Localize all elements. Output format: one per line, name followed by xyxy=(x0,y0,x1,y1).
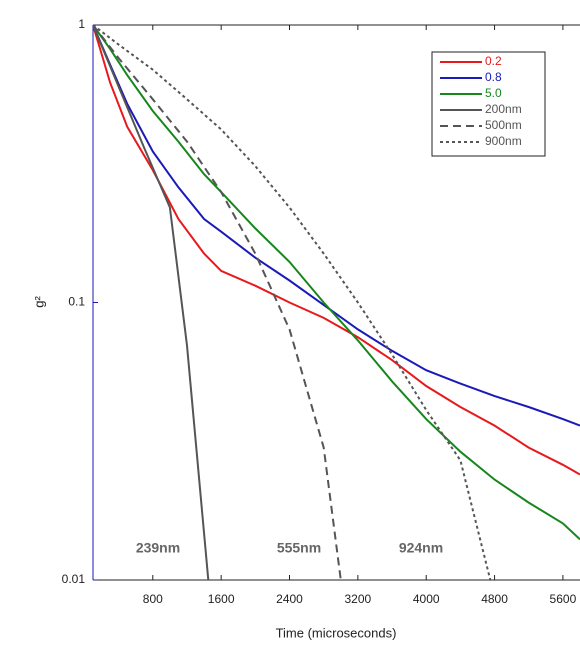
legend-label: 200nm xyxy=(485,102,522,116)
annotation: 555nm xyxy=(277,540,321,556)
legend-label: 0.2 xyxy=(485,54,502,68)
legend-box xyxy=(431,51,546,157)
series-line xyxy=(93,25,492,580)
x-tick-label: 800 xyxy=(143,592,163,606)
legend-label: 5.0 xyxy=(485,86,502,100)
series-line xyxy=(93,25,210,580)
series-line xyxy=(93,25,342,580)
legend-label: 0.8 xyxy=(485,70,502,84)
x-tick-label: 2400 xyxy=(276,592,303,606)
x-tick-label: 3200 xyxy=(345,592,372,606)
x-tick-label: 4000 xyxy=(413,592,440,606)
series-line xyxy=(93,25,580,541)
series-line xyxy=(93,25,580,476)
y-tick-label: 0.1 xyxy=(68,295,85,309)
annotation: 924nm xyxy=(399,540,443,556)
legend-label: 900nm xyxy=(485,134,522,148)
y-tick-label: 1 xyxy=(78,17,85,31)
x-tick-label: 4800 xyxy=(481,592,508,606)
legend-label: 500nm xyxy=(485,118,522,132)
x-tick-label: 5600 xyxy=(550,592,577,606)
x-axis-label: Time (microseconds) xyxy=(276,625,397,640)
annotation: 239nm xyxy=(136,540,180,556)
series-line xyxy=(93,25,580,427)
x-tick-label: 1600 xyxy=(208,592,235,606)
y-tick-label: 0.01 xyxy=(62,572,86,586)
y-axis-label: g² xyxy=(31,296,46,308)
